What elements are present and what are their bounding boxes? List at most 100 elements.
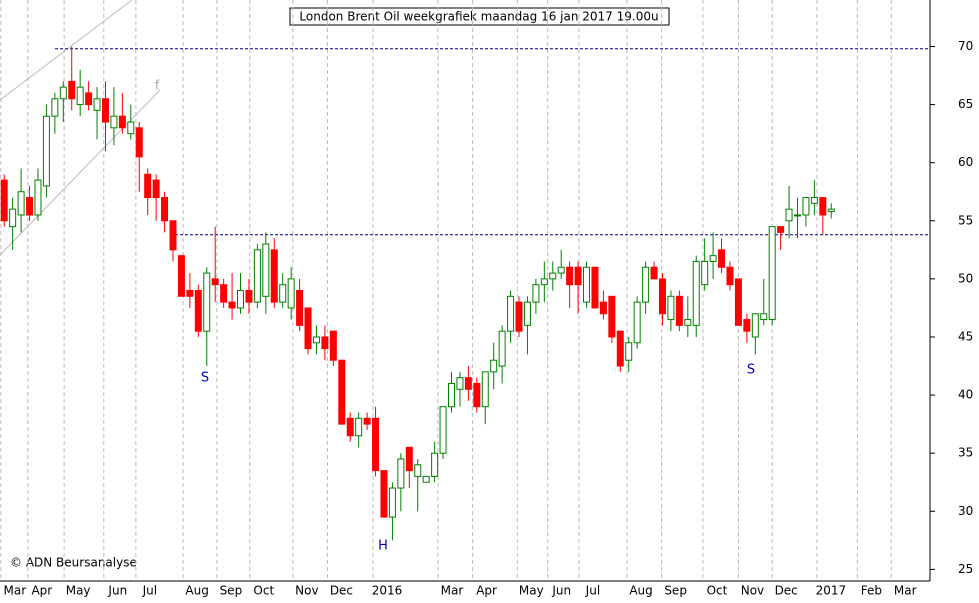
x-tick-label: Nov	[741, 584, 764, 598]
candle-body	[118, 115, 126, 129]
x-tick-label: Oct	[707, 584, 728, 598]
candle-body	[675, 295, 683, 326]
candle-body	[304, 307, 312, 350]
candle-body	[785, 208, 793, 222]
candle-body	[490, 359, 498, 373]
candle-body	[338, 359, 346, 425]
x-tick-label: Jul	[142, 584, 157, 598]
candle-body	[355, 417, 363, 437]
candle-body	[768, 226, 776, 321]
title-box	[289, 7, 670, 26]
candle-body	[68, 80, 76, 100]
candle-body	[464, 377, 472, 390]
candle-body	[692, 260, 700, 326]
candle-body	[777, 226, 785, 233]
candle-body	[34, 179, 42, 216]
candle-body	[532, 284, 540, 303]
candle-body	[0, 179, 8, 222]
candle-body	[220, 284, 228, 303]
candle-body	[321, 336, 329, 350]
candle-body	[827, 208, 835, 212]
candle-body	[608, 295, 616, 338]
candle-body	[161, 197, 169, 222]
x-tick-label: May	[519, 584, 544, 598]
candle-body	[498, 330, 506, 367]
candle-body	[422, 475, 430, 483]
y-tick-label: 50	[958, 271, 973, 285]
y-tick-label: 65	[958, 97, 973, 111]
candle-body	[186, 290, 194, 297]
candle-body	[372, 417, 380, 472]
candle-body	[439, 406, 447, 454]
candle-body	[152, 179, 160, 199]
x-tick-label: Aug	[629, 584, 652, 598]
candle-body	[144, 173, 152, 199]
x-tick-label: Jun	[551, 584, 571, 598]
candle-body	[616, 330, 624, 367]
chart-title: London Brent Oil weekgrafiek maandag 16 …	[299, 10, 658, 24]
candle-body	[17, 191, 25, 216]
candle-body	[431, 452, 439, 477]
candle-body	[203, 272, 211, 332]
candle-body	[709, 255, 717, 262]
candle-body	[684, 319, 692, 326]
candle-body	[591, 266, 599, 309]
candle-body	[701, 260, 709, 286]
candle-body	[211, 278, 219, 286]
x-tick-label: Sep	[664, 584, 687, 598]
x-tick-label: Dec	[330, 584, 353, 598]
x-tick-label: 2017	[816, 584, 847, 598]
candle-body	[734, 278, 742, 326]
candle-body	[380, 470, 388, 518]
candle-body	[228, 301, 236, 309]
candle-body	[549, 272, 557, 280]
channel-line	[0, 0, 133, 101]
candle-body	[726, 266, 734, 286]
candle-body	[819, 197, 827, 216]
candle-body	[447, 382, 455, 408]
candle-body	[760, 313, 768, 321]
candle-body	[667, 295, 675, 321]
candle-body	[42, 115, 50, 187]
y-tick-label: 35	[958, 446, 973, 460]
candle-body	[658, 278, 666, 315]
x-tick-label: Jul	[585, 584, 600, 598]
x-tick-label: May	[66, 584, 91, 598]
candle-body	[414, 464, 422, 477]
x-tick-label: Mar	[441, 584, 464, 598]
x-tick-label: 2016	[372, 584, 403, 598]
candle-body	[346, 417, 354, 437]
candle-body	[481, 371, 489, 408]
candle-body	[135, 127, 143, 158]
x-tick-label: Aug	[185, 584, 208, 598]
candle-body	[93, 98, 101, 111]
candle-body	[599, 301, 607, 315]
candle-body	[633, 301, 641, 344]
candle-body	[270, 249, 278, 303]
y-tick-label: 60	[958, 155, 973, 169]
candle-body	[751, 313, 759, 338]
candle-body	[794, 214, 802, 217]
x-tick-label: Jun	[107, 584, 127, 598]
candle-body	[287, 278, 295, 309]
candle-body	[363, 417, 371, 425]
candle-body	[85, 92, 93, 106]
candle-body	[177, 255, 185, 297]
candle-body	[329, 330, 337, 361]
candle-body	[515, 301, 523, 332]
annotation: S	[201, 371, 209, 386]
x-tick-label: Dec	[775, 584, 798, 598]
candle-body	[456, 377, 464, 390]
candle-body	[650, 266, 658, 280]
candle-body	[574, 266, 582, 286]
y-tick-label: 30	[958, 504, 973, 518]
candle-body	[262, 243, 270, 297]
candle-body	[523, 301, 531, 326]
candle-body	[312, 336, 320, 344]
candle-body	[473, 382, 481, 408]
candle-body	[583, 266, 591, 303]
candle-body	[625, 342, 633, 361]
annotation: H	[378, 539, 388, 554]
candle-body	[810, 197, 818, 204]
